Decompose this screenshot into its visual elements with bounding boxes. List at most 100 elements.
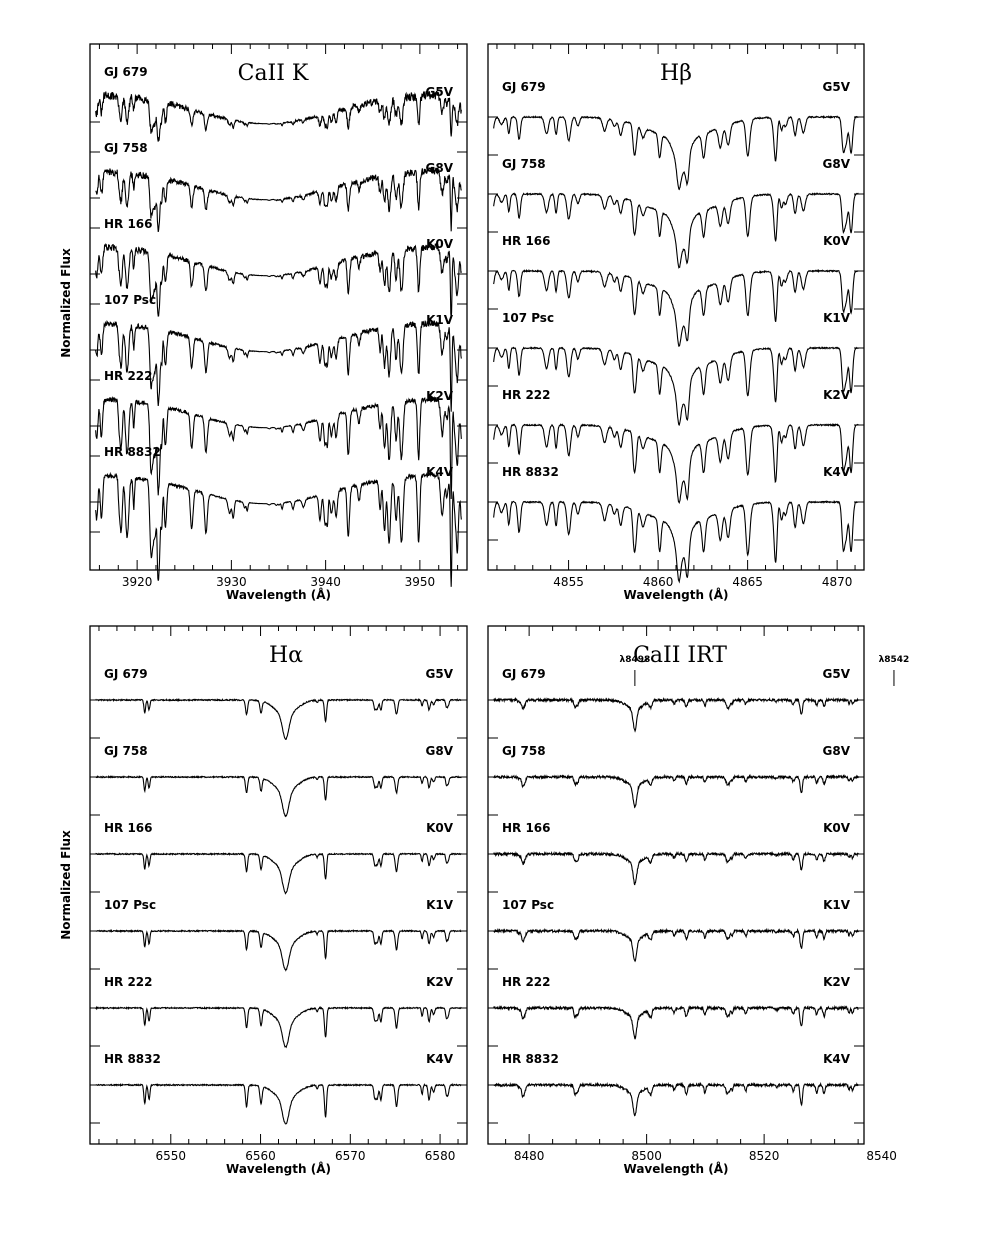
- x-tick-label: 4870: [822, 575, 853, 589]
- x-tick-label: 4855: [553, 575, 584, 589]
- spectrum-line: [95, 90, 462, 142]
- spectrum-line: [95, 1005, 462, 1049]
- spectrum-line: [493, 696, 859, 733]
- spectrum-line: [493, 346, 859, 426]
- star-label: GJ 679: [502, 667, 546, 681]
- spectrum-line: [95, 697, 462, 741]
- line-marker-label: λ8498: [620, 655, 651, 665]
- star-label: HR 8832: [502, 1052, 559, 1066]
- spectrum-line: [493, 499, 859, 584]
- spectral-type: K0V: [823, 234, 851, 248]
- spectrum-line: [493, 927, 859, 963]
- star-label: HR 166: [502, 821, 551, 835]
- spectrum-line: [95, 1082, 462, 1125]
- spectral-type: G8V: [823, 157, 851, 171]
- x-tick-label: 6550: [156, 1149, 187, 1163]
- spectral-type: K2V: [823, 388, 851, 402]
- x-axis-label: Wavelength (Å): [226, 1161, 331, 1176]
- spectrum-line: [95, 319, 462, 412]
- x-axis-label: Wavelength (Å): [226, 587, 331, 602]
- spectral-type: G5V: [823, 667, 851, 681]
- panel-frame: [487, 625, 865, 1145]
- spectrum-line: [493, 192, 859, 269]
- star-label: GJ 758: [104, 141, 148, 155]
- spectral-type: K4V: [426, 1052, 454, 1066]
- x-tick-label: 8540: [866, 1149, 897, 1163]
- spectrum-line: [95, 395, 462, 499]
- spectrum-line: [493, 1004, 859, 1040]
- spectrum-panel-3: 6550 6560 6570 6580 Wavelength (Å) Hα GJ 679 G5…: [89, 625, 468, 1176]
- x-tick-label: 8520: [749, 1149, 780, 1163]
- spectral-type: K0V: [426, 821, 454, 835]
- x-axis-label: Wavelength (Å): [624, 1161, 729, 1176]
- spectrum-line: [95, 928, 462, 972]
- spectral-type: K1V: [823, 311, 851, 325]
- star-label: HR 166: [104, 217, 153, 231]
- spectrum-line: [493, 115, 859, 191]
- star-label: GJ 679: [104, 667, 148, 681]
- spectral-type: K4V: [823, 465, 851, 479]
- spectral-type: K4V: [823, 1052, 851, 1066]
- star-label: GJ 758: [502, 744, 546, 758]
- panel-frame: [89, 43, 468, 571]
- spectrum-line: [493, 773, 859, 809]
- y-axis-label-bottom: Normalized Flux: [59, 830, 73, 940]
- x-tick-label: 6570: [335, 1149, 366, 1163]
- spectrum-line: [95, 775, 462, 818]
- spectral-type: K2V: [823, 975, 851, 989]
- spectral-type: K0V: [823, 821, 851, 835]
- spectrum-line: [493, 850, 859, 886]
- x-axis-label: Wavelength (Å): [624, 587, 729, 602]
- x-tick-label: 6560: [245, 1149, 276, 1163]
- panel-title: CaII IRT: [633, 643, 727, 668]
- spectrum-line: [95, 243, 462, 319]
- spectral-type: K1V: [426, 898, 454, 912]
- x-tick-label: 3930: [216, 575, 247, 589]
- star-label: HR 8832: [104, 445, 161, 459]
- line-marker-label: λ8542: [879, 655, 910, 665]
- panel-title: Hα: [269, 643, 303, 668]
- spectral-type: K4V: [426, 465, 454, 479]
- x-tick-label: 8480: [514, 1149, 545, 1163]
- panel-title: CaII K: [238, 61, 309, 86]
- spectral-type: G8V: [426, 744, 454, 758]
- x-tick-label: 6580: [425, 1149, 456, 1163]
- spectrum-line: [493, 1081, 859, 1117]
- star-label: HR 166: [502, 234, 551, 248]
- star-label: 107 Psc: [104, 293, 156, 307]
- spectrum-panel-1: 3920 3930 3940 3950 Wavelength (Å) CaII K GJ 6…: [89, 43, 468, 602]
- panel-title: Hβ: [660, 61, 692, 86]
- star-label: GJ 758: [104, 744, 148, 758]
- spectrum-line: [493, 422, 859, 504]
- star-label: HR 222: [502, 388, 551, 402]
- star-label: 107 Psc: [502, 898, 554, 912]
- spectrum-line: [493, 268, 859, 347]
- y-axis-label-top: Normalized Flux: [59, 248, 73, 358]
- spectral-type: G5V: [426, 667, 454, 681]
- spectral-type: K1V: [823, 898, 851, 912]
- spectrum-line: [95, 471, 462, 587]
- x-tick-label: 4865: [732, 575, 763, 589]
- spectrum-panel-2: 4855 4860 4865 4870 Wavelength (Å) Hβ GJ 679 G5…: [487, 43, 865, 602]
- spectral-type: G5V: [823, 80, 851, 94]
- star-label: GJ 758: [502, 157, 546, 171]
- star-label: HR 8832: [104, 1052, 161, 1066]
- star-label: 107 Psc: [502, 311, 554, 325]
- x-tick-label: 4860: [643, 575, 674, 589]
- spectral-type: K0V: [426, 237, 454, 251]
- star-label: 107 Psc: [104, 898, 156, 912]
- spectrum-line: [95, 852, 462, 895]
- spectral-type: K2V: [426, 975, 454, 989]
- star-label: HR 222: [502, 975, 551, 989]
- star-label: HR 166: [104, 821, 153, 835]
- x-tick-label: 3950: [405, 575, 436, 589]
- star-label: HR 8832: [502, 465, 559, 479]
- x-tick-label: 3940: [310, 575, 341, 589]
- spectrum-line: [95, 167, 462, 233]
- star-label: HR 222: [104, 369, 153, 383]
- star-label: HR 222: [104, 975, 153, 989]
- star-label: GJ 679: [104, 65, 148, 79]
- spectral-type: G8V: [823, 744, 851, 758]
